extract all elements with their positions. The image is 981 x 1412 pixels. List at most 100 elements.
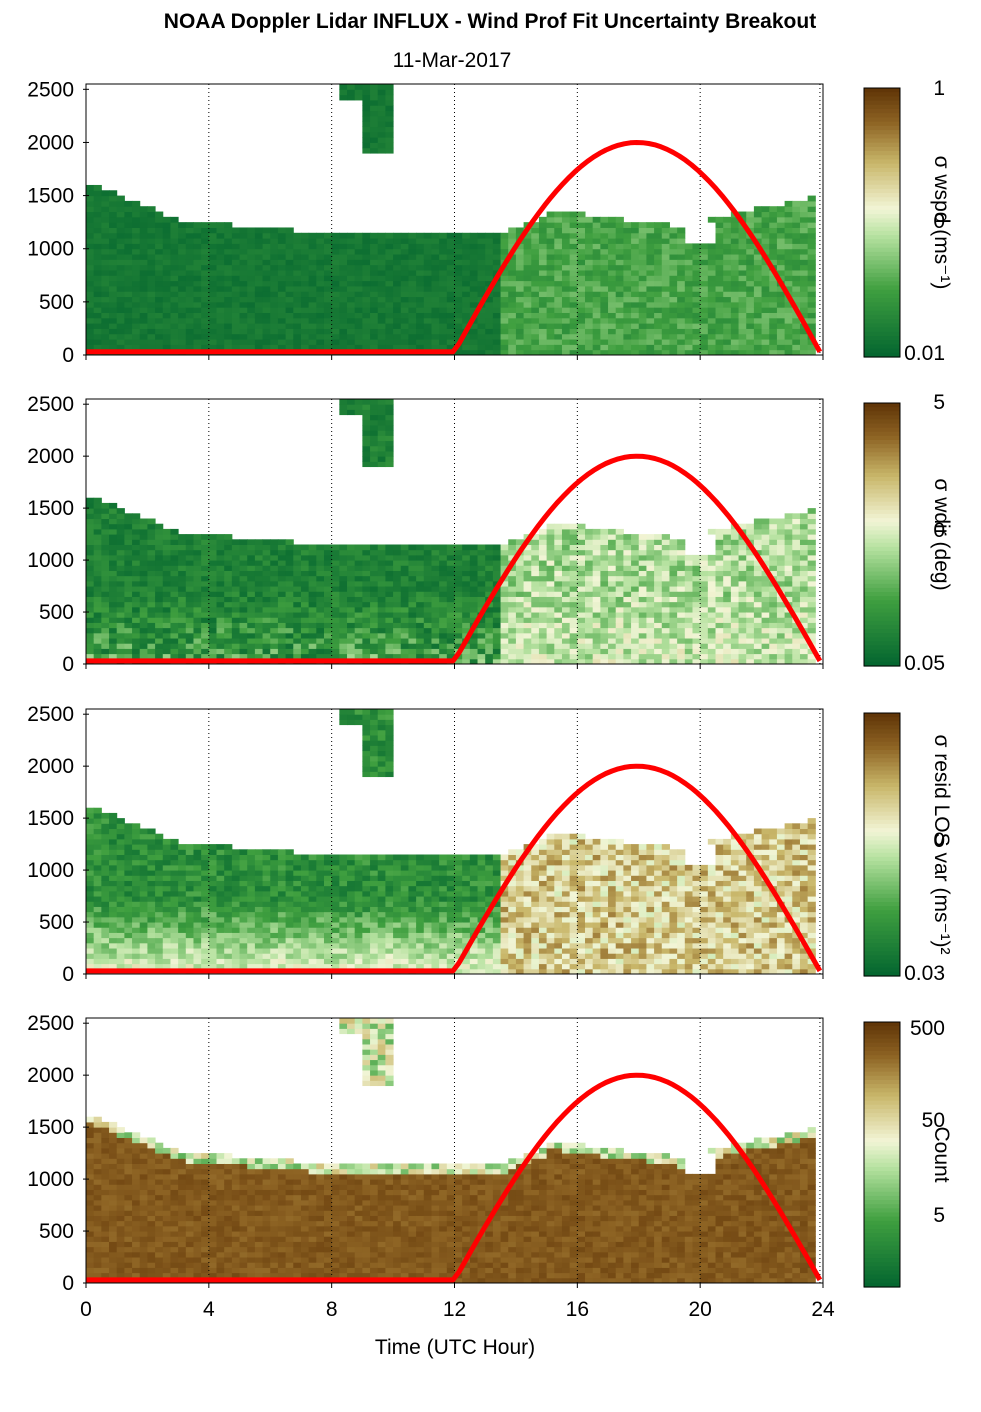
heatmap-cell [515, 580, 525, 587]
heatmap-cell [162, 586, 171, 592]
heatmap-cell [469, 570, 479, 577]
heatmap-cell [738, 622, 747, 629]
heatmap-cell [454, 617, 463, 623]
heatmap-cell [469, 264, 479, 271]
heatmap-cell [585, 312, 594, 319]
heatmap-cell [216, 554, 225, 561]
heatmap-cell [738, 328, 747, 335]
heatmap-cell [377, 461, 386, 468]
heatmap-cell [746, 596, 755, 603]
heatmap-cell [124, 317, 133, 324]
heatmap-cell [132, 216, 141, 223]
heatmap-cell [377, 612, 386, 618]
heatmap-cell [700, 606, 709, 613]
heatmap-cell [101, 307, 110, 313]
heatmap-cell [178, 312, 187, 319]
heatmap-cell [631, 269, 640, 276]
heatmap-cell [254, 323, 264, 329]
heatmap-cell [377, 544, 386, 551]
heatmap-cell [339, 632, 348, 639]
heatmap-cell [677, 317, 686, 324]
heatmap-cell [400, 544, 409, 551]
heatmap-cell [124, 328, 133, 335]
heatmap-cell [101, 264, 110, 271]
heatmap-cell [669, 238, 678, 244]
heatmap-cell [477, 291, 486, 298]
heatmap-cell [416, 560, 425, 566]
heatmap-cell [692, 323, 701, 329]
heatmap-cell [730, 658, 740, 665]
heatmap-cell [308, 238, 317, 244]
heatmap-cell [439, 317, 448, 324]
heatmap-cell [193, 575, 202, 582]
heatmap-cell [224, 323, 233, 329]
heatmap-cell [93, 565, 102, 571]
heatmap-cell [285, 285, 294, 292]
heatmap-cell [546, 280, 555, 287]
heatmap-cell [554, 606, 563, 613]
heatmap-cell [316, 232, 325, 239]
heatmap-cell [784, 518, 793, 525]
heatmap-cell [139, 301, 148, 308]
heatmap-cell [162, 648, 171, 655]
heatmap-cell [408, 301, 417, 308]
heatmap-cell [615, 301, 624, 308]
heatmap-cell [546, 333, 555, 340]
heatmap-cell [331, 269, 340, 276]
heatmap-cell [638, 243, 647, 250]
heatmap-cell [385, 570, 394, 577]
heatmap-cell [331, 232, 340, 239]
heatmap-cell [162, 344, 171, 351]
heatmap-cell [193, 596, 202, 603]
heatmap-cell [723, 307, 732, 313]
heatmap-cell [546, 612, 555, 618]
heatmap-cell [769, 627, 778, 634]
heatmap-cell [201, 617, 210, 623]
heatmap-cell [431, 648, 440, 655]
heatmap-cell [193, 232, 202, 239]
heatmap-cell [508, 312, 517, 319]
heatmap-cell [799, 565, 809, 571]
heatmap-cell [109, 291, 118, 298]
heatmap-cell [776, 622, 786, 629]
heatmap-cell [224, 259, 233, 266]
heatmap-cell [285, 339, 294, 345]
heatmap-cell [439, 653, 448, 660]
heatmap-cell [707, 648, 717, 655]
heatmap-cell [585, 344, 594, 351]
heatmap-cell [469, 232, 479, 239]
heatmap-cell [362, 317, 371, 324]
heatmap-cell [109, 570, 118, 577]
heatmap-cell [132, 291, 141, 298]
heatmap-cell [277, 554, 287, 561]
heatmap-cell [600, 285, 609, 292]
heatmap-cell [262, 580, 271, 587]
heatmap-cell [270, 344, 279, 351]
heatmap-cell [201, 596, 210, 603]
heatmap-cell [116, 622, 125, 629]
heatmap-cell [208, 632, 218, 639]
heatmap-cell [339, 580, 348, 587]
heatmap-cell [86, 259, 95, 266]
heatmap-cell [661, 627, 670, 634]
heatmap-cell [370, 121, 379, 128]
heatmap-cell [362, 312, 371, 319]
heatmap-cell [101, 232, 110, 239]
heatmap-cell [623, 658, 632, 665]
heatmap-cell [677, 586, 686, 592]
heatmap-cell [285, 259, 294, 266]
heatmap-cell [692, 617, 701, 623]
heatmap-cell [446, 317, 455, 324]
heatmap-cell [792, 211, 801, 218]
heatmap-cell [216, 596, 225, 603]
heatmap-cell [692, 296, 701, 303]
heatmap-cell [316, 643, 325, 649]
heatmap-cell [554, 643, 563, 649]
heatmap-cell [300, 638, 310, 644]
heatmap-cell [692, 570, 701, 577]
heatmap-cell [631, 275, 640, 282]
heatmap-cell [208, 596, 218, 603]
heatmap-cell [700, 296, 709, 303]
heatmap-cell [393, 280, 402, 287]
heatmap-cell [347, 285, 356, 292]
